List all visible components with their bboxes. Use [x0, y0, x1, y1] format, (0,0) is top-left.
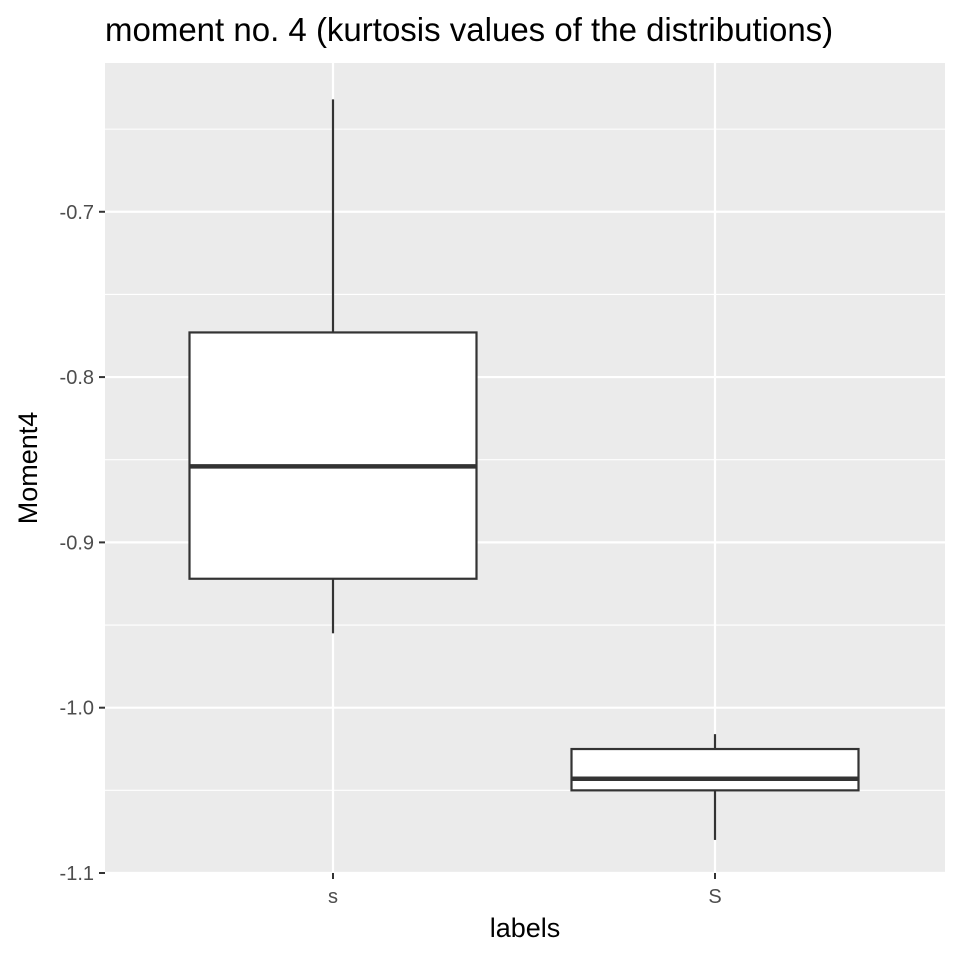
y-tick-label: -0.7	[60, 202, 94, 224]
box-iqr	[188, 331, 478, 580]
box-group-lowercase-s	[188, 99, 478, 634]
axis-layer: -1.1 -1.0 -0.9 -0.8 -0.7 s S	[60, 202, 722, 908]
box-layer	[188, 99, 860, 840]
box-group-uppercase-s	[570, 734, 860, 840]
x-axis-title: labels	[490, 913, 561, 943]
y-tick-label: -0.8	[60, 367, 94, 389]
y-axis-title: Moment4	[13, 412, 43, 525]
box-iqr	[570, 747, 860, 792]
x-tick-label: S	[708, 886, 721, 908]
x-tick-label: s	[328, 886, 338, 908]
y-tick-label: -1.0	[60, 698, 94, 720]
y-tick-label: -1.1	[60, 863, 94, 885]
y-tick-label: -0.9	[60, 532, 94, 554]
chart-title: moment no. 4 (kurtosis values of the dis…	[105, 11, 833, 48]
